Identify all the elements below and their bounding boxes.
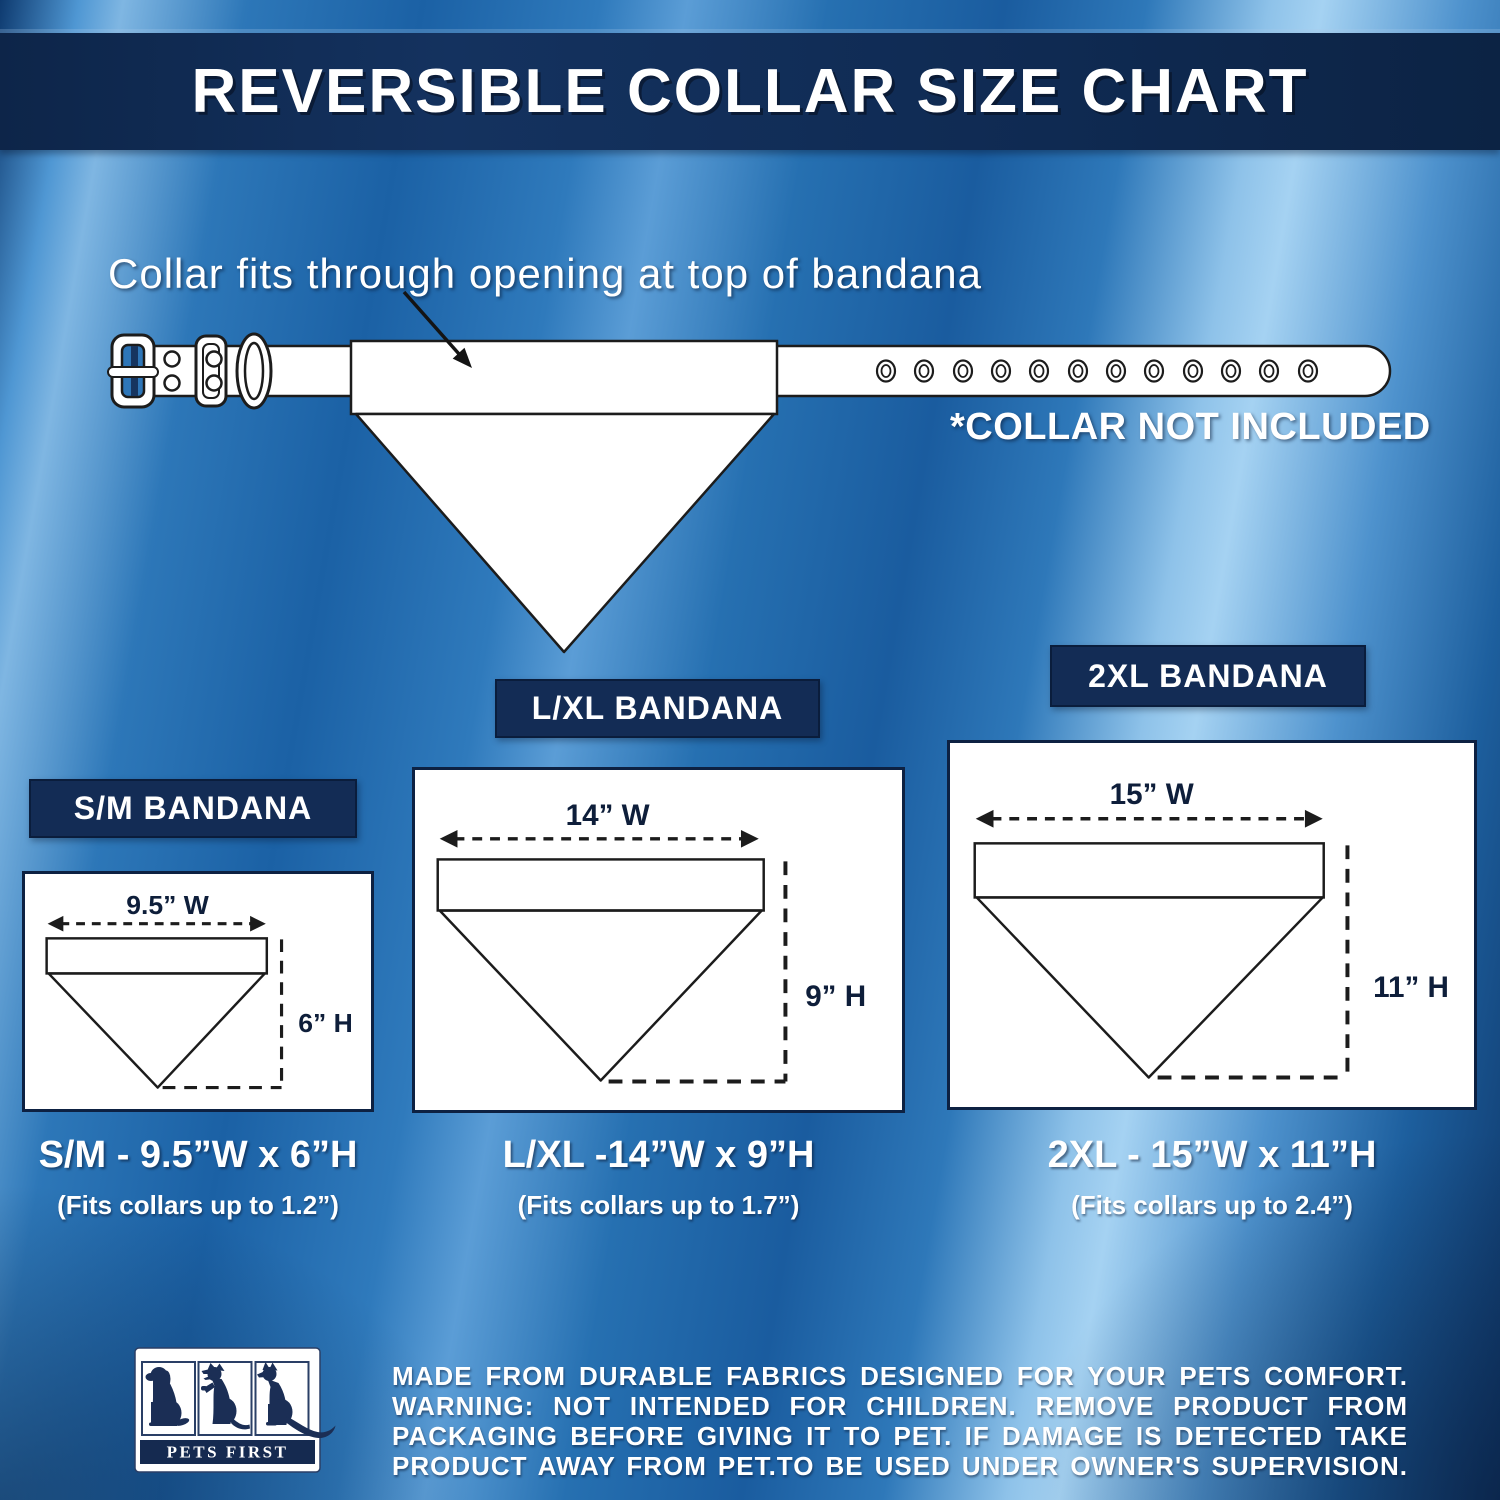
eyelet-icon: [875, 359, 897, 383]
disclaimer-line: PRODUCT AWAY FROM PET.TO BE USED UNDER O…: [392, 1451, 1408, 1481]
size-label-2xl: 2XL BANDANA: [1050, 645, 1366, 707]
disclaimer-line: MADE FROM DURABLE FABRICS DESIGNED FOR Y…: [392, 1361, 1408, 1391]
disclaimer-line: PACKAGING BEFORE GIVING IT TO PET. IF DA…: [392, 1421, 1408, 1451]
width-dimension-label: 9.5” W: [126, 890, 209, 920]
bandana-triangle-outline: [438, 909, 763, 1082]
width-arrow: [439, 829, 759, 848]
header-band: REVERSIBLE COLLAR SIZE CHART: [0, 33, 1500, 150]
eyelet-icon: [1182, 359, 1204, 383]
bandana-band-outline: [436, 858, 765, 912]
fits-text-lxl: (Fits collars up to 1.7”): [517, 1190, 800, 1220]
buckle-prong: [107, 366, 159, 378]
eyelet-icon: [1220, 359, 1242, 383]
collar-keeper-loop: [194, 334, 228, 408]
size-diagram-lxl: 14” W 9” H: [412, 767, 905, 1113]
size-label-lxl: L/XL BANDANA: [495, 679, 820, 738]
footer-disclaimer: MADE FROM DURABLE FABRICS DESIGNED FOR Y…: [392, 1361, 1408, 1481]
dog-silhouette-icon-2: [201, 1363, 250, 1430]
dog-silhouette-icon-1: [145, 1367, 190, 1426]
fits-text-sm: (Fits collars up to 1.2”): [57, 1190, 339, 1220]
eyelet-icon: [1143, 359, 1165, 383]
strap-eyelets: [875, 359, 1319, 383]
eyelet-icon: [1028, 359, 1050, 383]
collar-illustration: [107, 290, 1392, 654]
size-text-2xl: 2XL - 15”W x 11”H: [1047, 1134, 1377, 1176]
height-dimension-label: 11” H: [1373, 971, 1449, 1004]
width-arrow: [47, 915, 266, 932]
eyelet-icon: [913, 359, 935, 383]
bandana-triangle-outline: [47, 972, 267, 1089]
bandana-triangle: [354, 412, 776, 654]
width-arrow: [975, 809, 1323, 828]
bandana-band-outline: [973, 842, 1325, 899]
strap-holes: [163, 350, 223, 392]
pointer-arrow-icon: [402, 290, 472, 368]
height-dimension-label: 9” H: [805, 980, 866, 1013]
bandana-band-outline: [45, 937, 269, 975]
height-dimension-label: 6” H: [298, 1008, 353, 1038]
collar-note: *COLLAR NOT INCLUDED: [950, 406, 1431, 448]
dog-silhouette-icon-3: [257, 1362, 336, 1439]
pets-first-logo: PETS FIRST: [134, 1347, 340, 1473]
size-label-sm: S/M BANDANA: [29, 779, 357, 838]
size-diagram-sm: 9.5” W 6” H: [22, 871, 374, 1112]
fits-text-2xl: (Fits collars up to 2.4”): [1071, 1190, 1353, 1220]
width-dimension-label: 15” W: [1110, 778, 1194, 811]
eyelet-icon: [1067, 359, 1089, 383]
page-title: REVERSIBLE COLLAR SIZE CHART: [191, 57, 1309, 126]
width-dimension-label: 14” W: [566, 799, 650, 832]
collar-d-ring-icon: [235, 332, 273, 410]
size-diagram-2xl: 15” W 11” H: [947, 740, 1477, 1110]
size-text-lxl: L/XL -14”W x 9”H: [502, 1134, 815, 1176]
disclaimer-line: WARNING: NOT INTENDED FOR CHILDREN. REMO…: [392, 1391, 1408, 1421]
eyelet-icon: [1105, 359, 1127, 383]
brand-name: PETS FIRST: [167, 1443, 289, 1462]
eyelet-icon: [952, 359, 974, 383]
size-text-sm: S/M - 9.5”W x 6”H: [38, 1134, 358, 1176]
bandana-sleeve: [349, 339, 779, 416]
eyelet-icon: [990, 359, 1012, 383]
bandana-triangle-outline: [975, 896, 1324, 1079]
collar-buckle-icon: [107, 333, 159, 409]
collar-caption: Collar fits through opening at top of ba…: [108, 250, 982, 297]
eyelet-icon: [1297, 359, 1319, 383]
brand-band: [140, 1440, 315, 1464]
eyelet-icon: [1258, 359, 1280, 383]
